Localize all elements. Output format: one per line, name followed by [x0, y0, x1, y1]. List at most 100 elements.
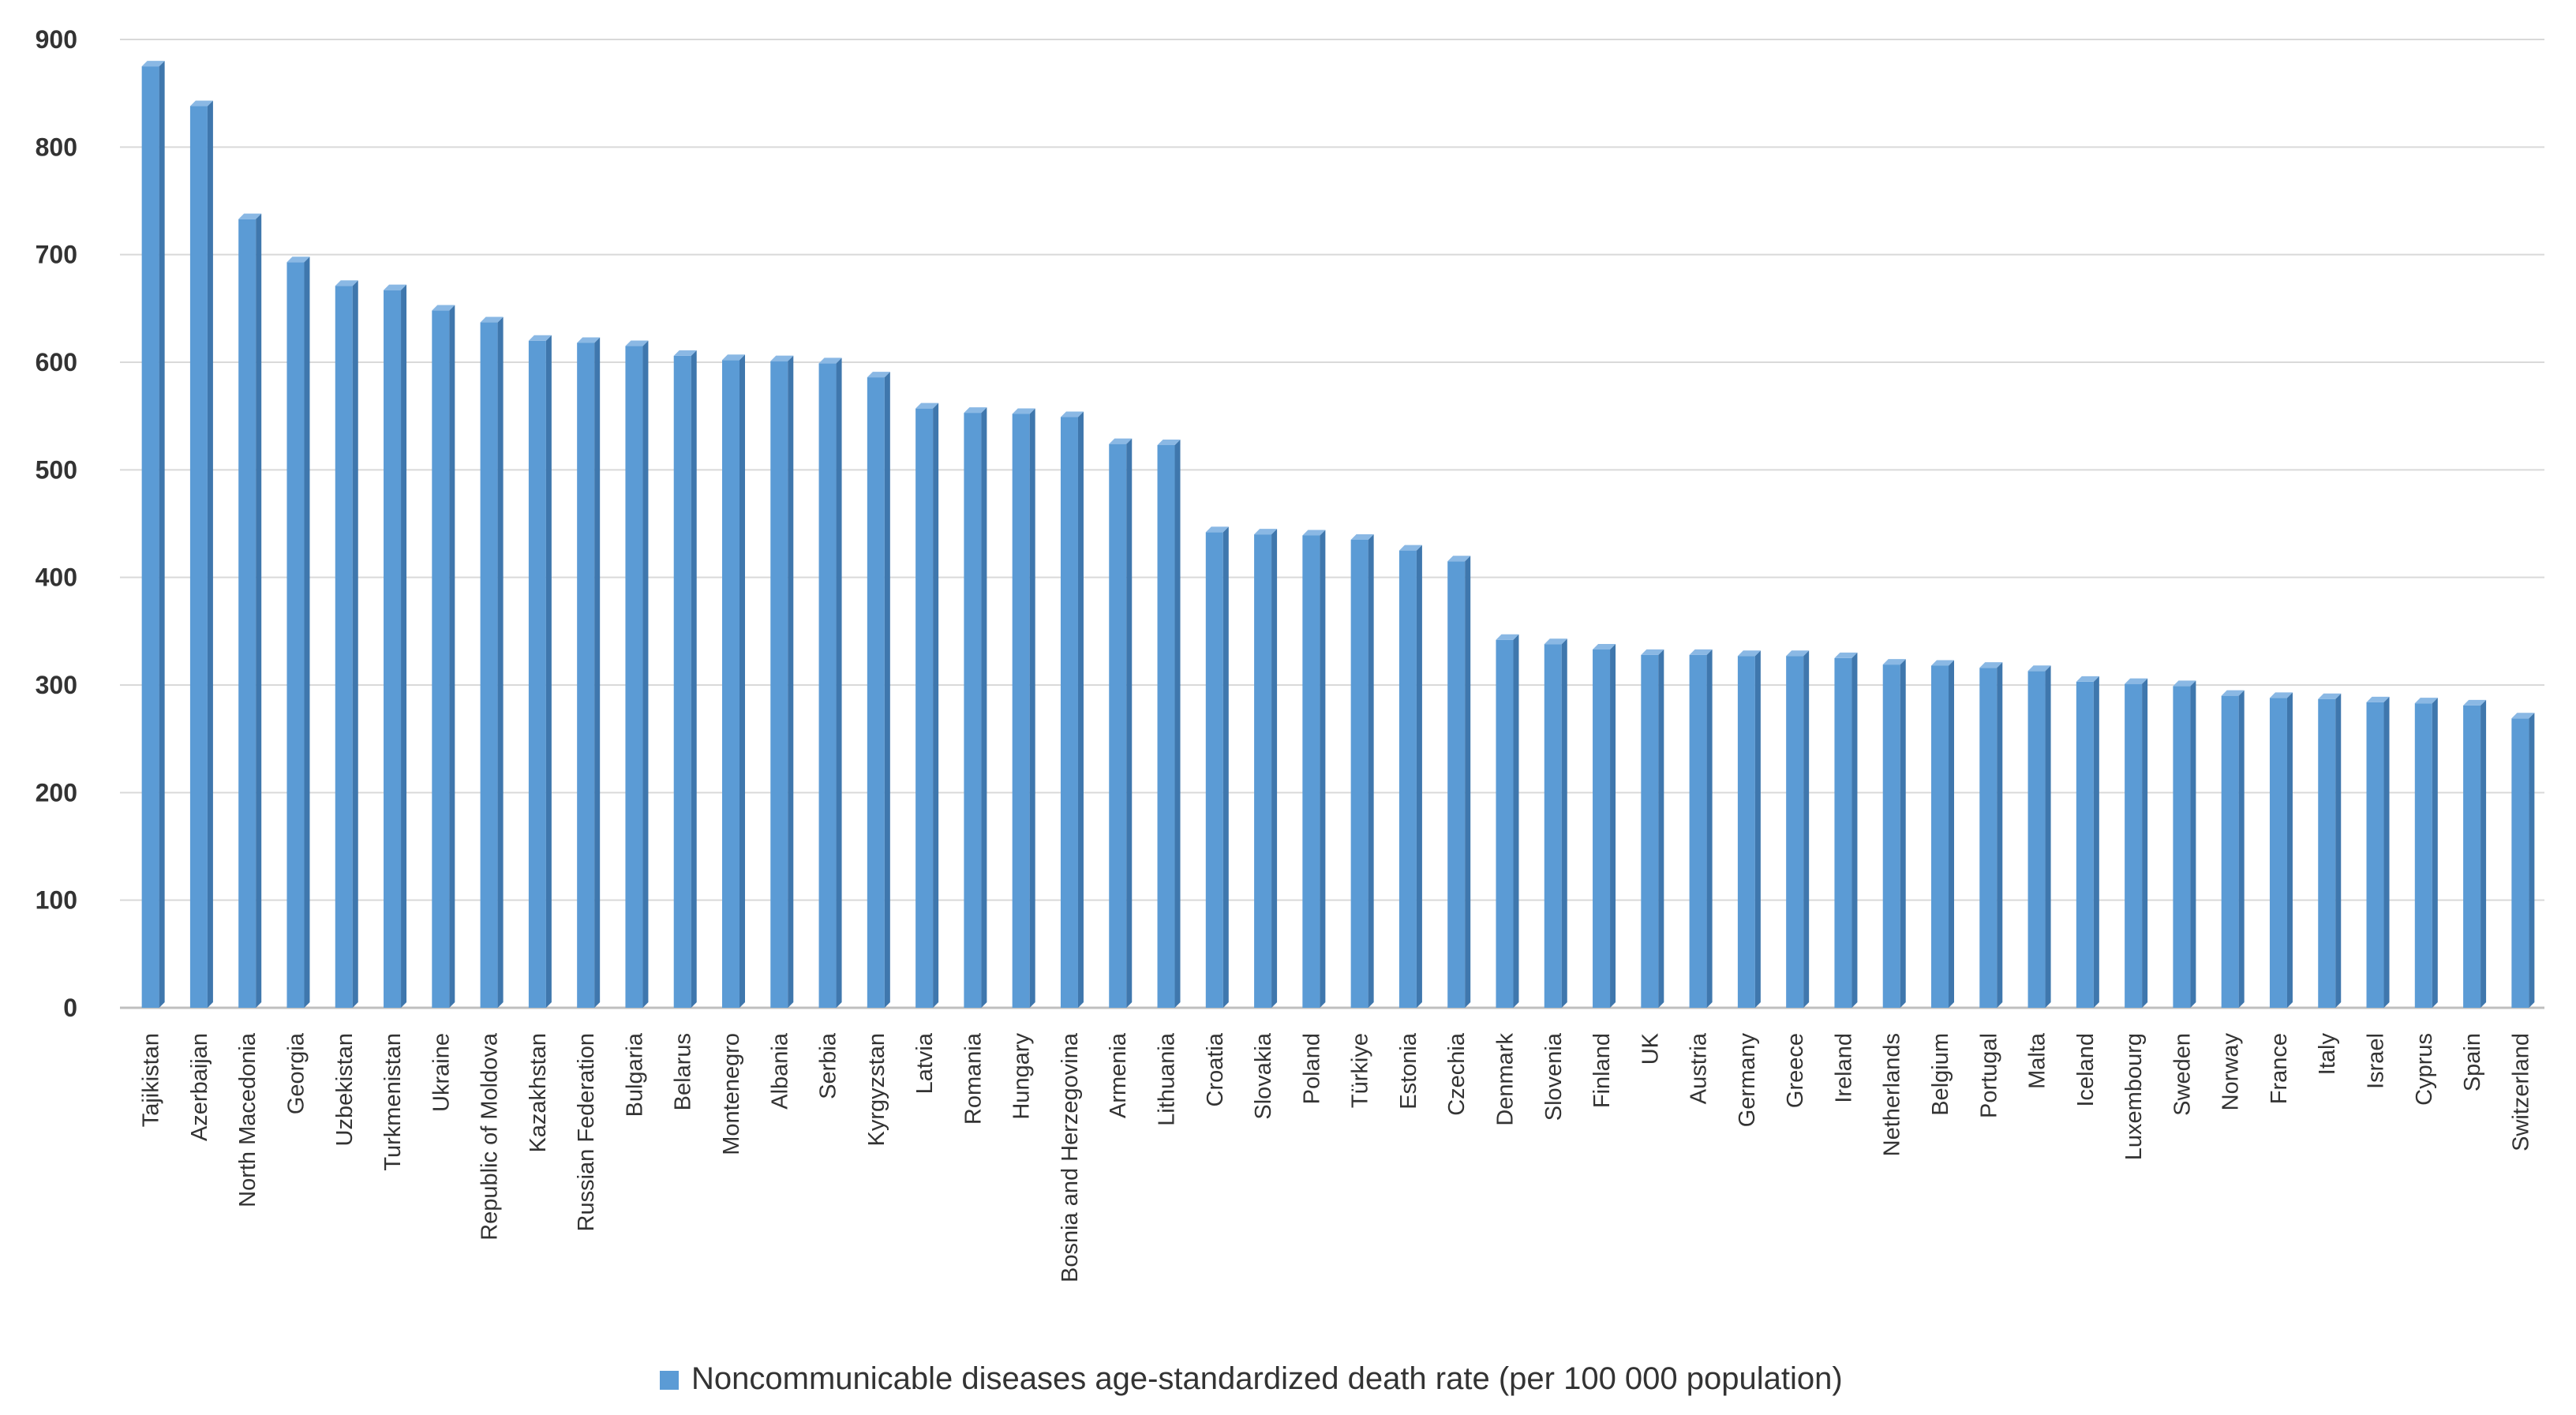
y-tick-label: 300: [36, 671, 77, 699]
bar: [2076, 676, 2099, 1008]
bar-side: [1997, 662, 2003, 1008]
bar-top: [480, 316, 504, 323]
bar-front: [1109, 444, 1127, 1008]
bar-front: [384, 290, 402, 1008]
bar-top: [1593, 644, 1616, 650]
bar-front: [1544, 644, 1562, 1008]
bar-side: [836, 357, 842, 1008]
x-tick-label: Finland: [1589, 1033, 1615, 1108]
bar-front: [673, 355, 691, 1008]
bar-side: [981, 407, 987, 1008]
bar-top: [2414, 698, 2438, 704]
bar-top: [1350, 533, 1374, 540]
bar-front: [286, 262, 305, 1009]
bar: [1447, 556, 1471, 1008]
legend: Noncommunicable diseases age-standardize…: [660, 1361, 1843, 1396]
gridlines: [120, 39, 2544, 1009]
bar-front: [1012, 414, 1030, 1008]
bar: [964, 407, 987, 1008]
bar-front: [1689, 654, 1707, 1008]
y-tick-label: 800: [36, 133, 77, 161]
bar-front: [1060, 417, 1078, 1008]
x-tick-label: Greece: [1783, 1033, 1808, 1108]
bar-front: [2318, 698, 2336, 1008]
x-tick-label: Sweden: [2170, 1033, 2195, 1116]
x-tick-label: Ireland: [1831, 1033, 1856, 1103]
bar-side: [1320, 530, 1326, 1008]
y-tick-label: 700: [36, 241, 77, 269]
bar-side: [449, 305, 455, 1008]
bar: [1496, 634, 1519, 1008]
bar-front: [1350, 539, 1368, 1008]
x-tick-label: Russian Federation: [574, 1033, 599, 1231]
bar-front: [335, 286, 353, 1008]
bar-top: [577, 337, 601, 343]
x-tick-label: Iceland: [2073, 1033, 2099, 1107]
x-tick-label: Austria: [1687, 1032, 1712, 1104]
x-tick-label: Republic of Moldova: [477, 1032, 503, 1241]
x-axis-ticks: Tajikistan Azerbaijan North Macedonia Georg…: [139, 1032, 2534, 1282]
bar-side: [1658, 649, 1664, 1008]
bar-side: [304, 256, 310, 1009]
x-tick-label: Kyrgyzstan: [864, 1033, 889, 1146]
x-tick-label: Uzbekistan: [332, 1033, 358, 1146]
bar-side: [2529, 713, 2535, 1008]
bar-front: [2269, 698, 2287, 1008]
bar-top: [384, 284, 407, 290]
bar-top: [189, 100, 213, 107]
bar: [1689, 649, 1713, 1008]
bar-front: [1398, 550, 1417, 1008]
bar-front: [770, 361, 788, 1008]
x-tick-label: Estonia: [1396, 1032, 1421, 1110]
bar-side: [884, 372, 890, 1008]
x-tick-label: North Macedonia: [235, 1032, 260, 1207]
y-tick-label: 900: [36, 25, 77, 54]
bar-top: [867, 372, 890, 378]
bar-side: [1077, 411, 1084, 1008]
bar: [2511, 713, 2535, 1008]
bar: [432, 305, 455, 1008]
x-tick-label: Cyprus: [2412, 1033, 2437, 1106]
x-tick-label: Malta: [2025, 1032, 2050, 1089]
bar-top: [964, 407, 987, 414]
bar-side: [1706, 649, 1713, 1008]
bar-side: [2432, 698, 2438, 1008]
bar-front: [238, 219, 256, 1009]
bar-top: [1205, 526, 1229, 533]
bar-top: [1496, 634, 1519, 640]
bar-side: [497, 316, 504, 1009]
bar: [384, 284, 407, 1008]
bar-top: [915, 402, 939, 409]
bar: [1737, 650, 1761, 1008]
bar-front: [1157, 444, 1175, 1008]
bar-top: [2463, 699, 2487, 706]
bar-top: [1157, 439, 1181, 445]
bar-front: [1593, 649, 1611, 1008]
bar-front: [1641, 654, 1659, 1008]
bar: [1593, 644, 1616, 1008]
bar-side: [1416, 545, 1422, 1008]
bar: [1302, 530, 1326, 1008]
bar-top: [335, 280, 358, 286]
bar-side: [207, 100, 213, 1009]
bar-side: [1465, 556, 1471, 1008]
bar-top: [1109, 438, 1133, 444]
bar-side: [1126, 438, 1133, 1008]
x-tick-label: Serbia: [816, 1032, 841, 1099]
bar-top: [1641, 649, 1664, 655]
bar-front: [480, 322, 498, 1009]
bar-front: [2173, 686, 2191, 1008]
bar-top: [1012, 408, 1035, 414]
bar: [1931, 660, 1954, 1008]
bar-side: [2045, 665, 2051, 1008]
bar-top: [2269, 692, 2293, 698]
bar: [1641, 649, 1664, 1008]
bar: [2173, 680, 2196, 1008]
bar: [1398, 545, 1422, 1008]
x-tick-label: Luxembourg: [2121, 1033, 2147, 1160]
bars: [141, 61, 2535, 1009]
x-tick-label: Azerbaijan: [187, 1033, 212, 1141]
x-tick-label: Türkiye: [1348, 1033, 1373, 1108]
x-tick-label: Slovakia: [1251, 1032, 1276, 1119]
y-tick-label: 400: [36, 563, 77, 592]
